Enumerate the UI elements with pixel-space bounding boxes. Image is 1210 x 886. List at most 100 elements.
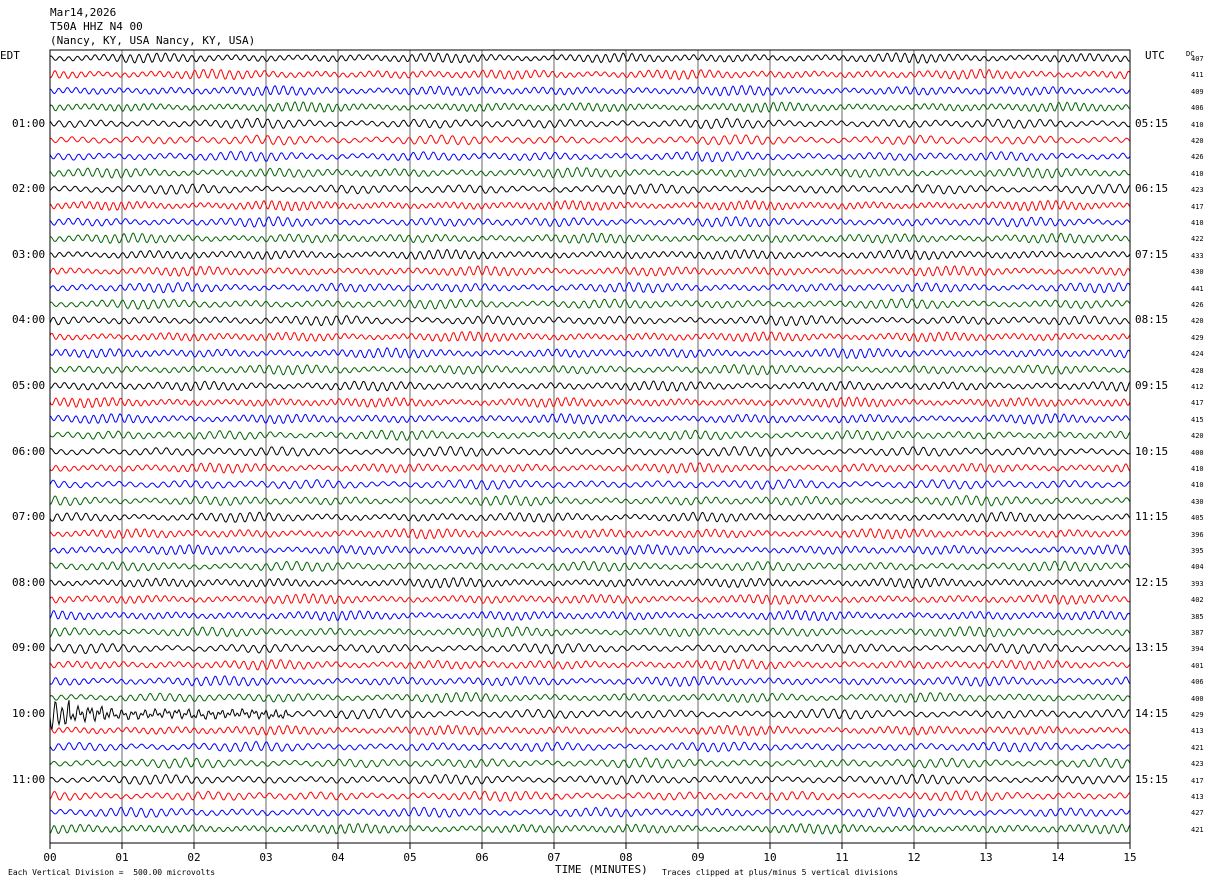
trace-line	[49, 216, 1131, 228]
dc-offset-label: 423	[1191, 760, 1204, 769]
dc-offset-label: 413	[1191, 793, 1204, 801]
trace-line	[49, 790, 1131, 802]
utc-hour-label: 14:15	[1135, 707, 1169, 720]
x-tick-label: 02	[187, 851, 201, 864]
trace-line	[49, 642, 1131, 655]
x-tick-label: 08	[619, 851, 633, 864]
dc-offset-label: 393	[1191, 579, 1204, 588]
clip-note: Traces clipped at plus/minus 5 vertical …	[662, 868, 899, 877]
utc-hour-label: 09:15	[1135, 379, 1169, 392]
plot-frame	[49, 49, 1131, 844]
dc-offset-label: 420	[1191, 137, 1204, 145]
trace-line	[49, 543, 1131, 556]
trace-line	[49, 511, 1131, 523]
seismic-traces	[49, 52, 1131, 835]
utc-hour-label: 06:15	[1135, 182, 1169, 196]
edt-hour-label: 08:00	[12, 575, 46, 589]
trace-line	[49, 560, 1131, 572]
trace-line	[49, 462, 1131, 474]
trace-line	[49, 691, 1131, 703]
dc-offset-label: 417	[1191, 202, 1204, 211]
utc-hour-label: 10:15	[1135, 444, 1169, 458]
trace-line	[49, 281, 1131, 294]
x-tick-label: 11	[835, 851, 849, 864]
trace-line	[49, 315, 1131, 327]
x-tick-label: 09	[691, 851, 705, 864]
trace-line	[49, 724, 1131, 737]
trace-line	[49, 675, 1131, 688]
edt-hour-label: 01:00	[12, 116, 46, 130]
edt-hour-label: 03:00	[12, 247, 46, 261]
header-date: Mar14,2026	[50, 6, 117, 19]
x-tick-label: 00	[43, 851, 57, 864]
dc-offset-label: 428	[1191, 366, 1204, 375]
trace-line	[49, 380, 1131, 392]
dc-offset-label: 404	[1191, 563, 1204, 572]
utc-hour-label: 12:15	[1135, 575, 1169, 589]
trace-line	[49, 773, 1130, 785]
dc-offset-label: 396	[1191, 530, 1204, 539]
edt-hour-label: 02:00	[12, 182, 46, 196]
utc-hour-label: 05:15	[1135, 116, 1169, 130]
dc-offset-label: 423	[1191, 186, 1204, 195]
utc-hour-label: 15:15	[1135, 772, 1169, 786]
edt-hour-label: 09:00	[12, 641, 46, 655]
dc-offset-label: 387	[1191, 629, 1204, 637]
dc-offset-label: 411	[1191, 71, 1204, 80]
dc-offset-label: 417	[1191, 776, 1204, 785]
trace-line	[49, 84, 1131, 97]
trace-line	[49, 265, 1131, 277]
dc-offset-label: 421	[1191, 743, 1204, 752]
dc-offset-label: 410	[1191, 481, 1204, 490]
trace-line	[49, 134, 1131, 146]
dc-offset-label: 441	[1191, 284, 1204, 293]
trace-line	[49, 101, 1131, 113]
dc-offset-label: 422	[1191, 235, 1204, 244]
dc-offset-label: 405	[1191, 514, 1204, 523]
trace-line	[49, 700, 1131, 731]
trace-line	[49, 576, 1131, 589]
header-station: T50A HHZ N4 00	[50, 20, 143, 33]
edt-hour-label: 04:00	[12, 313, 46, 327]
dc-offset-label: 400	[1191, 448, 1204, 457]
edt-hour-label: 05:00	[12, 379, 46, 392]
trace-line	[49, 117, 1131, 130]
trace-line	[49, 658, 1131, 671]
dc-axis-label: DC	[1186, 50, 1195, 58]
dc-offset-label: 409	[1191, 87, 1204, 96]
x-axis-title: TIME (MINUTES)	[555, 863, 648, 876]
dc-offset-label: 395	[1191, 547, 1204, 555]
trace-line	[49, 479, 1131, 491]
edt-hour-label: 07:00	[12, 510, 46, 524]
scale-note: Each Vertical Division = 500.00 microvol…	[8, 868, 216, 877]
dc-offset-label: 433	[1191, 251, 1204, 260]
utc-hour-label: 08:15	[1135, 313, 1169, 327]
trace-line	[49, 593, 1131, 606]
trace-line	[49, 527, 1131, 540]
x-axis-ticks	[49, 843, 1131, 849]
trace-line	[49, 298, 1131, 310]
dc-offset-label: 412	[1191, 383, 1204, 391]
edt-hour-label: 11:00	[12, 772, 46, 786]
dc-offset-label: 410	[1191, 120, 1204, 129]
x-tick-label: 04	[331, 851, 345, 864]
dc-offset-label: 410	[1191, 219, 1204, 227]
trace-line	[49, 199, 1131, 212]
x-tick-label: 07	[547, 851, 561, 864]
trace-line	[49, 806, 1131, 819]
x-tick-label: 06	[475, 851, 489, 864]
dc-offset-label: 385	[1191, 612, 1204, 621]
trace-line	[49, 166, 1131, 179]
x-tick-label: 10	[763, 851, 777, 864]
x-tick-label: 05	[403, 851, 417, 864]
dc-offset-label: 430	[1191, 268, 1204, 277]
trace-line	[49, 68, 1131, 81]
dc-offset-label: 410	[1191, 465, 1204, 473]
dc-offset-label: 402	[1191, 596, 1204, 605]
x-tick-label: 12	[907, 851, 921, 864]
trace-line	[49, 248, 1131, 261]
trace-line	[49, 822, 1131, 835]
dc-offset-label: 410	[1191, 169, 1204, 178]
dc-offset-label: 430	[1191, 497, 1204, 506]
